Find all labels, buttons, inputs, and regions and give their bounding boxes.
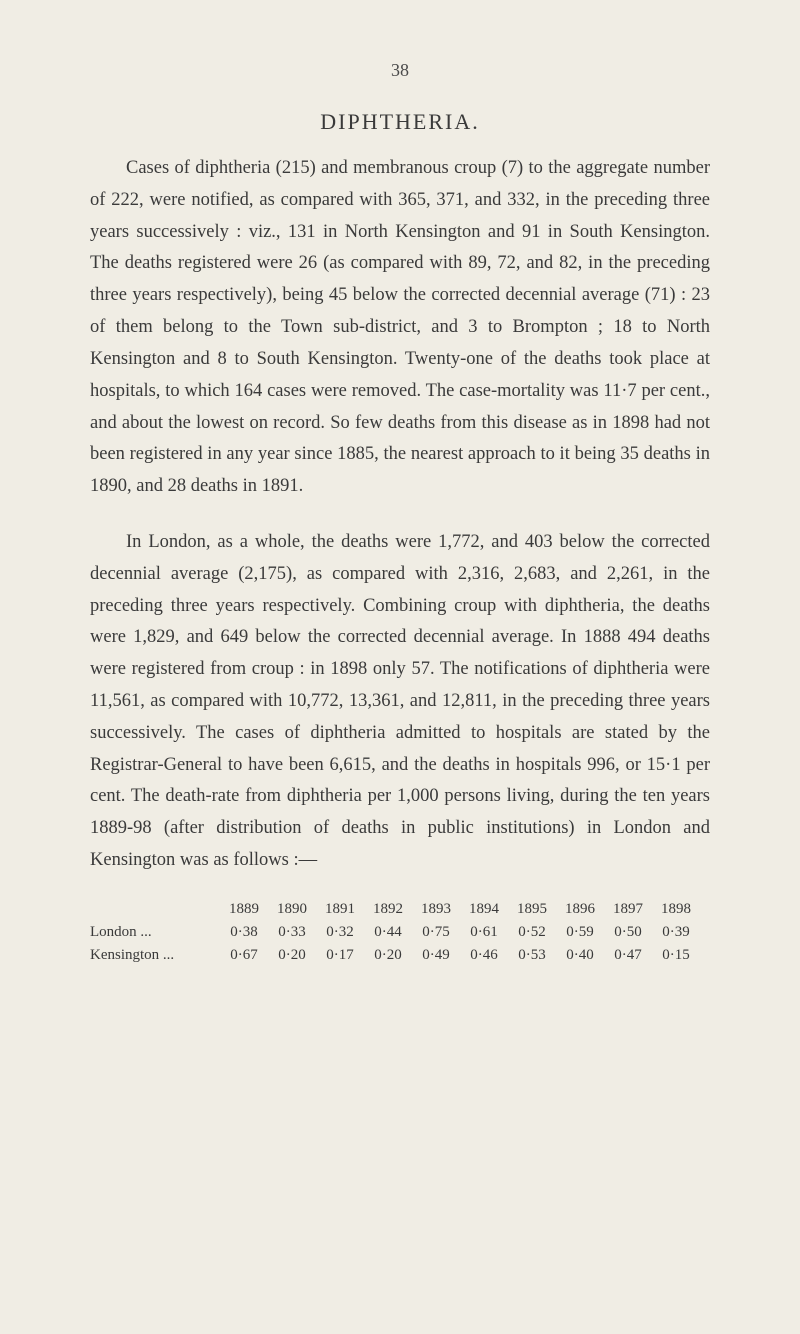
- table-row: London ... 0·38 0·33 0·32 0·44 0·75 0·61…: [90, 924, 710, 941]
- table-cell: 0·50: [604, 924, 652, 941]
- table-cell: 0·40: [556, 947, 604, 964]
- paragraph-1: Cases of diphtheria (215) and membranous…: [90, 153, 710, 503]
- year-header: 1890: [268, 901, 316, 918]
- rates-table: 1889 1890 1891 1892 1893 1894 1895 1896 …: [90, 901, 710, 964]
- table-cell: 0·33: [268, 924, 316, 941]
- year-header: 1898: [652, 901, 700, 918]
- table-cell: 0·67: [220, 947, 268, 964]
- page-number: 38: [90, 60, 710, 81]
- table-cell: 0·53: [508, 947, 556, 964]
- year-header: 1889: [220, 901, 268, 918]
- table-cell: 0·39: [652, 924, 700, 941]
- year-header: 1894: [460, 901, 508, 918]
- table-cell: 0·20: [268, 947, 316, 964]
- dots: ...: [163, 947, 183, 964]
- paragraph-2: In London, as a whole, the deaths were 1…: [90, 527, 710, 877]
- table-cell: 0·15: [652, 947, 700, 964]
- section-title: DIPHTHERIA.: [90, 109, 710, 135]
- year-header: 1893: [412, 901, 460, 918]
- table-cell: 0·20: [364, 947, 412, 964]
- row-label-text: London: [90, 924, 137, 940]
- table-cell: 0·47: [604, 947, 652, 964]
- table-cell: 0·38: [220, 924, 268, 941]
- table-cell: 0·32: [316, 924, 364, 941]
- table-cell: 0·49: [412, 947, 460, 964]
- row-label-text: Kensington: [90, 947, 159, 963]
- table-cell: 0·44: [364, 924, 412, 941]
- table-cell: 0·46: [460, 947, 508, 964]
- year-header: 1895: [508, 901, 556, 918]
- year-header: 1897: [604, 901, 652, 918]
- year-header: 1891: [316, 901, 364, 918]
- row-label-kensington: Kensington ...: [90, 947, 220, 964]
- table-cell: 0·59: [556, 924, 604, 941]
- year-header: 1896: [556, 901, 604, 918]
- dots: ...: [140, 924, 160, 941]
- table-cell: 0·52: [508, 924, 556, 941]
- table-header-row: 1889 1890 1891 1892 1893 1894 1895 1896 …: [90, 901, 710, 918]
- table-cell: 0·75: [412, 924, 460, 941]
- table-cell: 0·61: [460, 924, 508, 941]
- table-cell: 0·17: [316, 947, 364, 964]
- year-header: 1892: [364, 901, 412, 918]
- table-row: Kensington ... 0·67 0·20 0·17 0·20 0·49 …: [90, 947, 710, 964]
- row-label-london: London ...: [90, 924, 220, 941]
